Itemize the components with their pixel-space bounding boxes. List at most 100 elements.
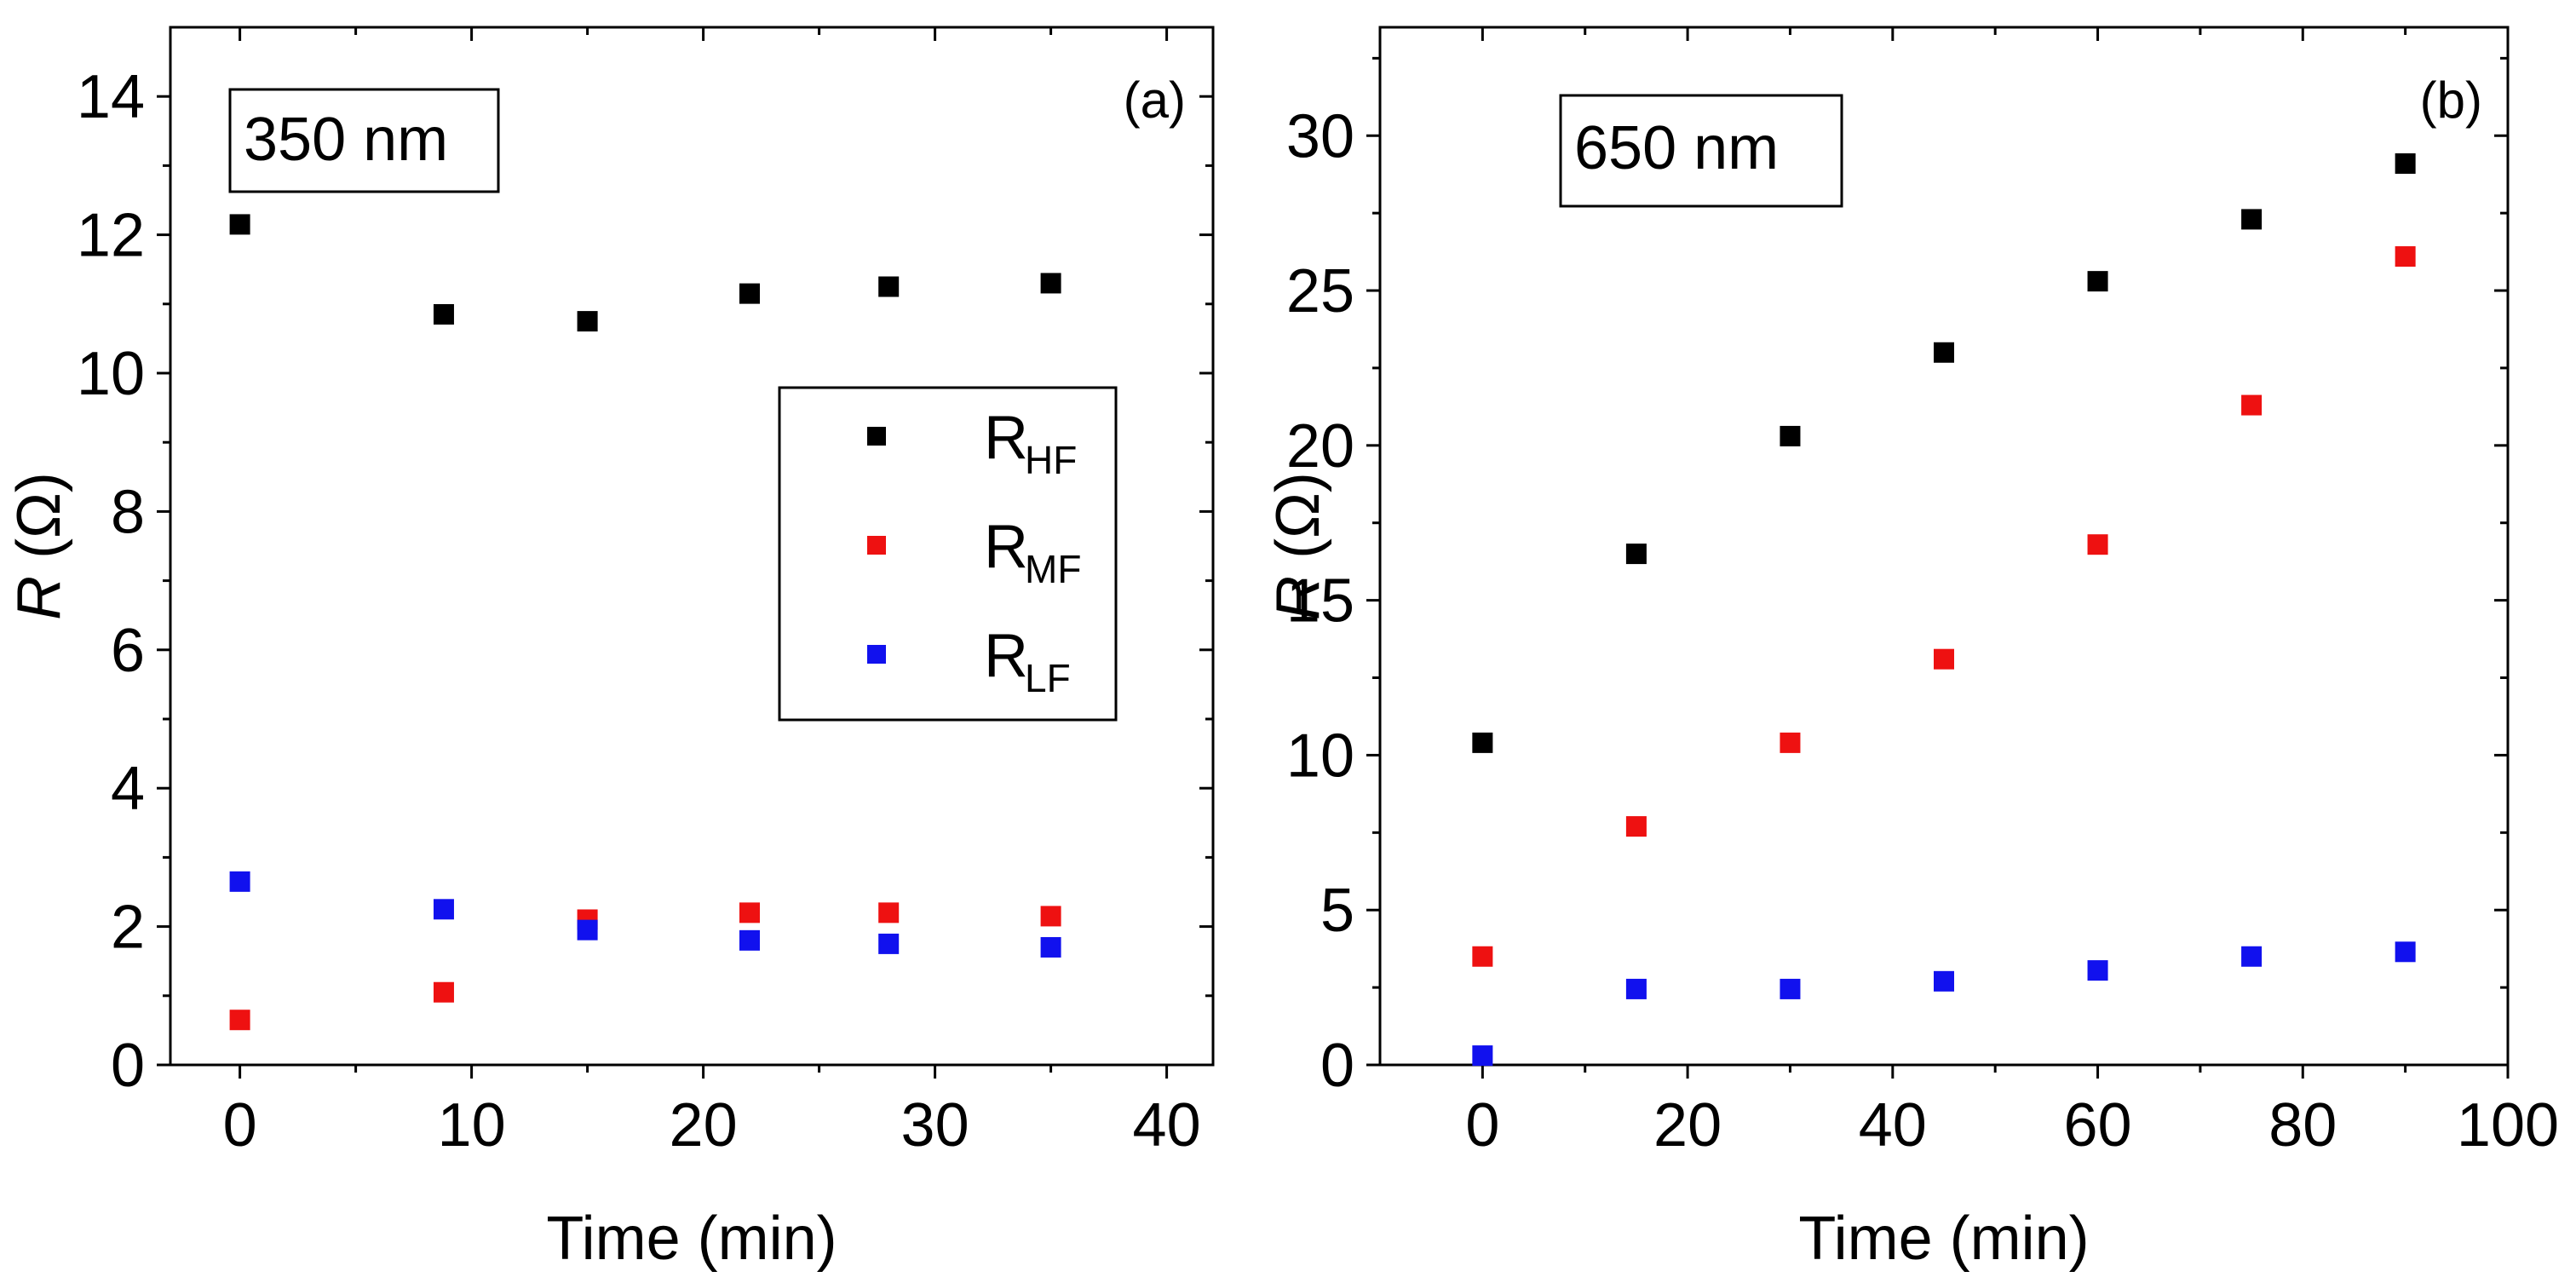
x-axis-title: Time (min)	[1798, 1205, 2089, 1273]
legend-label-subscript: MF	[1025, 547, 1081, 591]
y-tick-label: 2	[111, 894, 145, 962]
data-point	[1780, 425, 1801, 446]
data-point	[739, 283, 760, 304]
x-tick-label: 100	[2457, 1091, 2559, 1159]
legend-label-subscript: HF	[1025, 438, 1077, 482]
series-rlf	[229, 871, 1061, 958]
y-tick-label: 0	[1320, 1032, 1354, 1100]
panel-letter: (a)	[1124, 72, 1186, 129]
data-point	[2395, 246, 2416, 268]
plot-frame	[1378, 26, 2510, 1067]
data-point	[2241, 946, 2263, 967]
legend-box	[778, 386, 1118, 722]
data-point	[577, 919, 598, 941]
panel-letter: (b)	[2420, 72, 2482, 129]
annotation-label: 650 nm	[1574, 114, 1779, 182]
data-point	[878, 933, 900, 954]
x-tick-label: 60	[2063, 1091, 2131, 1159]
x-tick-label: 0	[1465, 1091, 1499, 1159]
legend-label: R	[984, 404, 1028, 472]
annotation-box	[1559, 94, 1843, 208]
legend-label: R	[984, 513, 1028, 581]
legend-marker	[867, 645, 886, 664]
x-tick-label: 0	[223, 1091, 257, 1159]
series-rmf	[229, 902, 1061, 1031]
data-point	[1780, 732, 1801, 753]
series-rhf	[1472, 152, 2416, 753]
x-tick-label: 80	[2268, 1091, 2337, 1159]
data-point	[1934, 342, 1954, 363]
data-point	[433, 981, 454, 1003]
data-point	[229, 1010, 250, 1031]
data-point	[1625, 544, 1647, 565]
data-point	[2241, 209, 2263, 230]
data-point	[1472, 1045, 1493, 1067]
y-tick-label: 10	[1286, 722, 1354, 790]
y-tick-label: 15	[1286, 567, 1354, 636]
data-point	[1472, 732, 1493, 753]
y-axis-unit: (Ω)	[1264, 472, 1332, 576]
y-tick-label: 5	[1320, 877, 1354, 945]
series-rmf	[1472, 246, 2416, 967]
y-axis-title: R (Ω)	[1264, 472, 1332, 620]
data-point	[2087, 960, 2108, 981]
data-point	[577, 311, 598, 332]
data-point	[1625, 978, 1647, 999]
data-point	[1040, 906, 1061, 927]
data-point	[2241, 394, 2263, 416]
annotation-label: 350 nm	[244, 106, 448, 174]
legend-label-subscript: LF	[1025, 656, 1071, 700]
chart-panel-a: 0 10 20 30 40 0 2 4 6 8 10 12 14 Time (min) R (Ω) (a) 35…	[5, 26, 1215, 1273]
data-point	[1040, 273, 1061, 294]
x-axis-title: Time (min)	[546, 1205, 837, 1273]
data-point	[878, 276, 900, 297]
x-tick-label: 40	[1859, 1091, 1927, 1159]
y-axis-title: R (Ω)	[5, 472, 73, 620]
y-axis-unit: (Ω)	[5, 472, 73, 576]
y-tick-label: 6	[111, 617, 145, 685]
data-point	[2087, 534, 2108, 555]
data-point	[2087, 271, 2108, 292]
x-tick-label: 10	[438, 1091, 506, 1159]
data-point	[229, 214, 250, 235]
y-axis-symbol: R	[1264, 576, 1332, 620]
data-point	[1780, 978, 1801, 999]
data-point	[739, 902, 760, 923]
data-point	[739, 929, 760, 951]
legend-marker	[867, 536, 886, 555]
y-tick-label: 8	[111, 478, 145, 546]
data-point	[2395, 941, 2416, 963]
x-tick-label: 20	[670, 1091, 738, 1159]
x-tick-label: 20	[1653, 1091, 1722, 1159]
data-point	[1934, 970, 1954, 992]
data-point	[2395, 152, 2416, 174]
data-point	[229, 871, 250, 892]
y-tick-label: 20	[1286, 412, 1354, 480]
y-axis-symbol: R	[5, 576, 73, 620]
y-tick-label: 14	[77, 63, 145, 131]
series-rhf	[229, 214, 1061, 332]
data-point	[878, 902, 900, 923]
y-tick-label: 4	[111, 755, 145, 823]
y-tick-label: 30	[1286, 102, 1354, 170]
y-tick-label: 12	[77, 202, 145, 270]
data-point	[1934, 648, 1954, 670]
data-point	[1625, 816, 1647, 837]
data-point	[1040, 936, 1061, 958]
y-tick-label: 10	[77, 340, 145, 408]
y-tick-label: 0	[111, 1032, 145, 1100]
data-point	[1472, 946, 1493, 967]
series-rlf	[1472, 941, 2416, 1067]
annotation-box	[228, 88, 500, 193]
plot-frame	[169, 26, 1215, 1067]
legend-label: R	[984, 622, 1028, 690]
data-point	[433, 303, 454, 325]
x-tick-label: 30	[901, 1091, 969, 1159]
data-point	[433, 899, 454, 920]
legend-marker	[867, 427, 886, 446]
y-tick-label: 25	[1286, 257, 1354, 325]
x-tick-label: 40	[1133, 1091, 1201, 1159]
